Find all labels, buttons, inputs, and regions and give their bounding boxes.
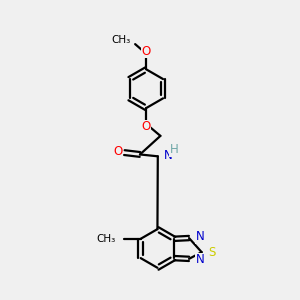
Text: N: N [196, 254, 205, 266]
Text: O: O [142, 45, 151, 58]
Text: N: N [164, 149, 173, 162]
Text: O: O [142, 120, 151, 133]
Text: CH₃: CH₃ [111, 35, 130, 45]
Text: S: S [209, 246, 216, 259]
Text: N: N [196, 230, 205, 243]
Text: CH₃: CH₃ [97, 234, 116, 244]
Text: O: O [113, 146, 123, 158]
Text: H: H [170, 143, 178, 156]
